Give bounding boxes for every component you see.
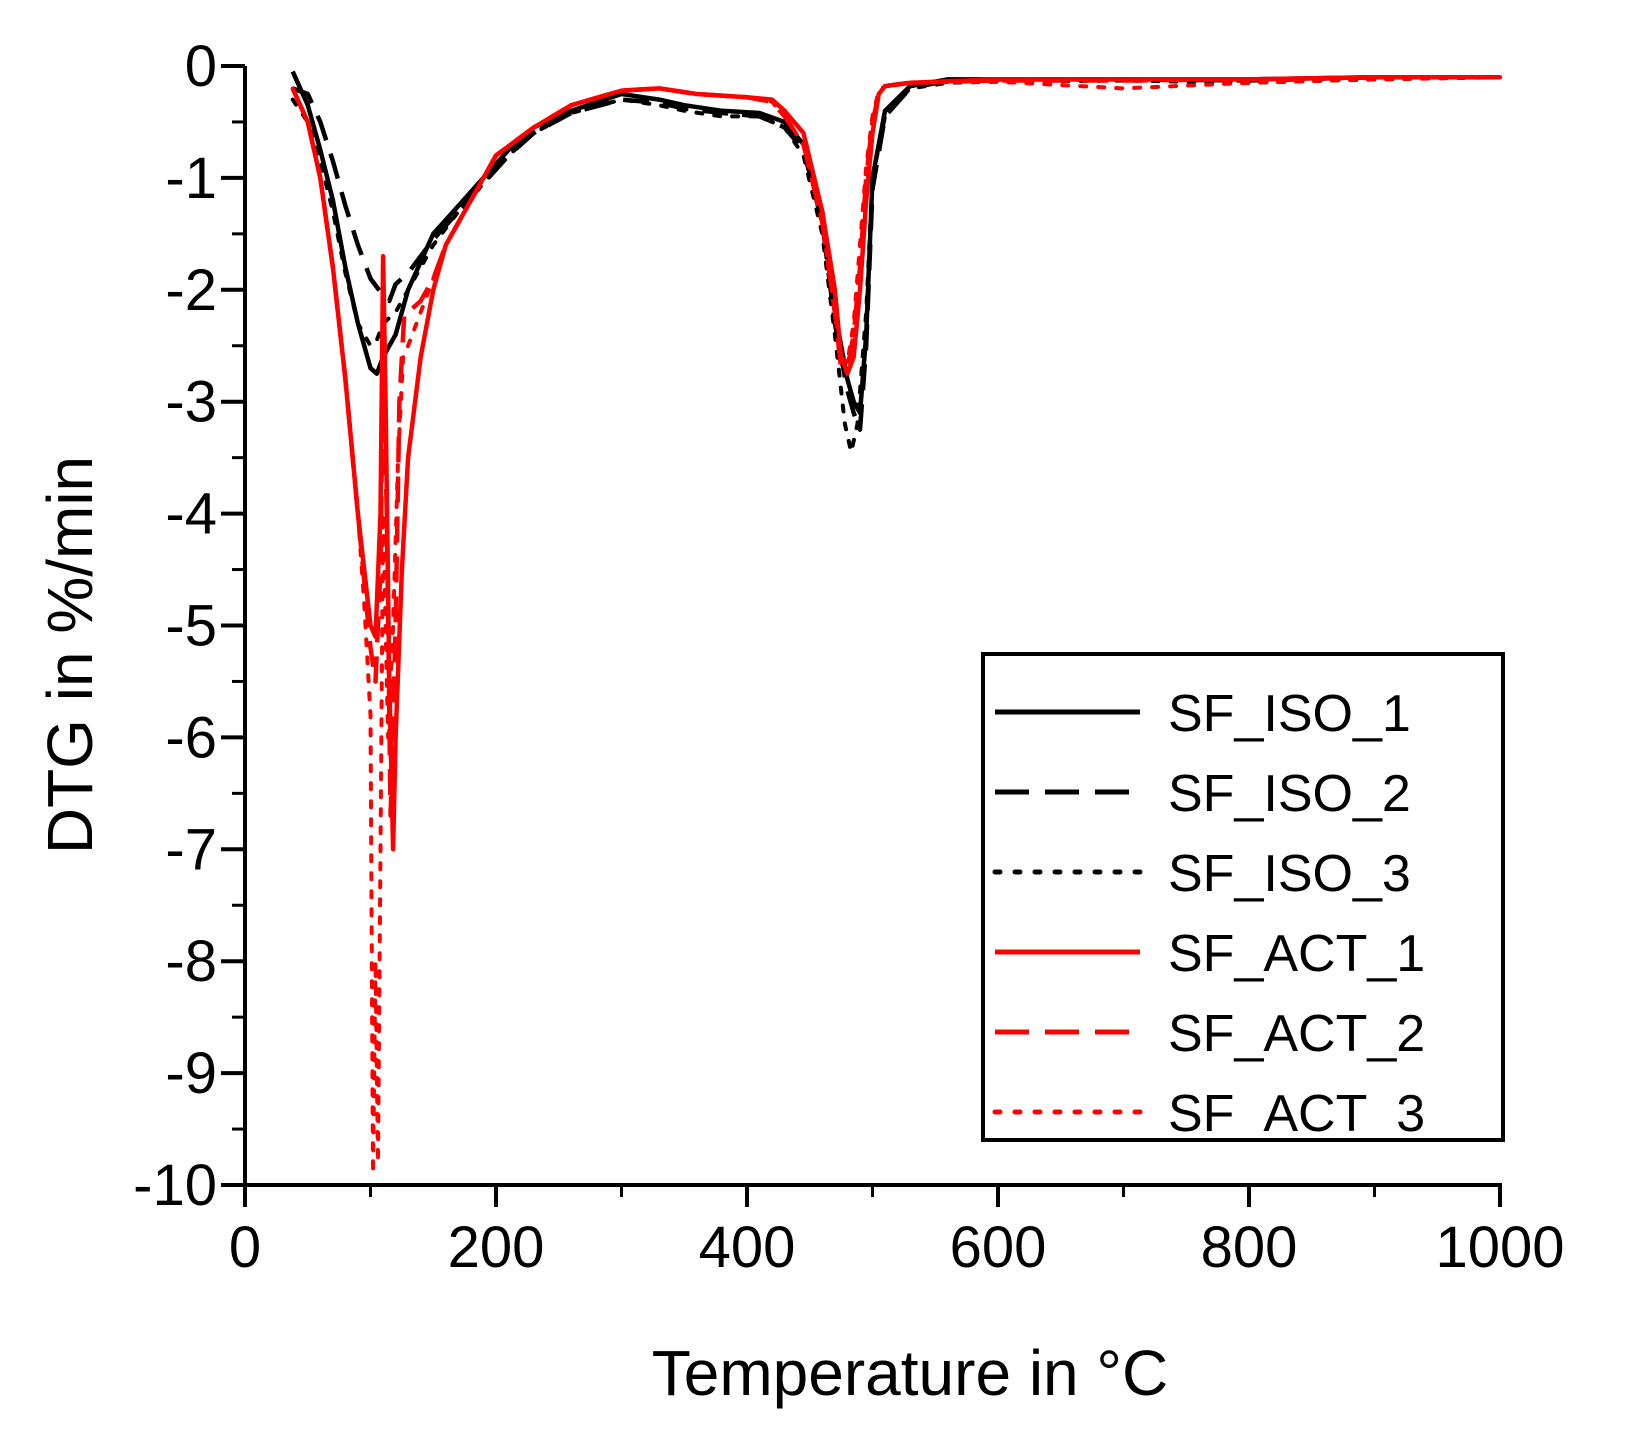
x-tick-label: 600 <box>950 1215 1047 1280</box>
y-tick-label: -8 <box>165 929 217 994</box>
y-tick-label: -7 <box>165 817 217 882</box>
legend-label: SF_ISO_3 <box>1168 845 1411 903</box>
x-tick-label: 0 <box>229 1215 261 1280</box>
y-axis-title: DTG in %/min <box>34 456 106 854</box>
y-tick-label: -5 <box>165 594 217 659</box>
y-tick-label: -6 <box>165 705 217 770</box>
ticks-layer: 0 200 400 600 800 1000 0 -1 -2 -3 -4 -5 -6 -7 -8 -9 -10 <box>133 34 1564 1280</box>
x-tick-label: 800 <box>1201 1215 1298 1280</box>
x-tick-label: 1000 <box>1435 1215 1564 1280</box>
series-line-sf-iso-1 <box>290 70 1500 416</box>
y-tick-label: -4 <box>165 482 217 547</box>
legend: SF_ISO_1 SF_ISO_2 SF_ISO_3 SF_ACT_1 SF_ACT_2… <box>981 652 1505 1143</box>
y-tick-label: -1 <box>165 146 217 211</box>
y-tick-label: 0 <box>185 34 217 99</box>
series-line-sf-iso-2 <box>291 74 1500 432</box>
series-layer <box>290 70 1502 1176</box>
y-tick-label: -9 <box>165 1041 217 1106</box>
legend-label: SF_ISO_1 <box>1168 685 1411 743</box>
series-line-sf-act-2 <box>290 74 1500 818</box>
legend-box <box>981 652 1505 1142</box>
series-line-sf-act-3 <box>290 75 1502 1176</box>
x-tick-label: 400 <box>699 1215 796 1280</box>
y-tick-label: -10 <box>133 1153 217 1218</box>
x-tick-label: 200 <box>448 1215 545 1280</box>
y-tick-label: -2 <box>165 258 217 323</box>
x-axis-title: Temperature in °C <box>652 1337 1168 1409</box>
legend-label: SF_ACT_1 <box>1168 925 1425 983</box>
legend-label: SF_ACT_2 <box>1168 1005 1425 1063</box>
legend-label: SF_ISO_2 <box>1168 765 1411 823</box>
legend-label: SF_ACT_3 <box>1168 1085 1425 1143</box>
y-tick-label: -3 <box>165 370 217 435</box>
legend-items: SF_ISO_1 SF_ISO_2 SF_ISO_3 SF_ACT_1 SF_ACT_2… <box>992 685 1425 1143</box>
